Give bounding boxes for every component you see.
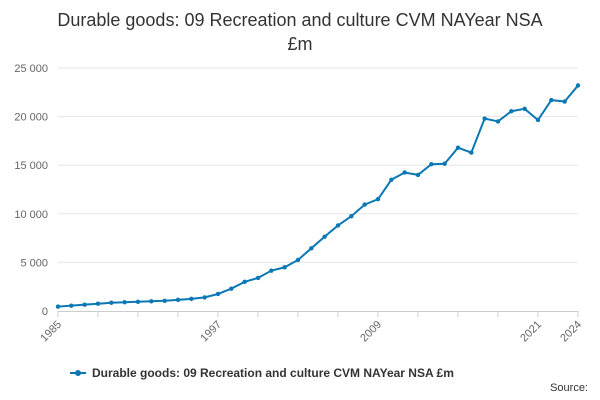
data-point[interactable]	[482, 116, 487, 121]
data-point[interactable]	[415, 172, 421, 178]
y-tick-label: 10 000	[14, 209, 48, 221]
data-point[interactable]	[455, 145, 461, 150]
x-tick-label: 1997	[198, 319, 224, 345]
chart-title-line-1: Durable goods: 09 Recreation and culture…	[57, 10, 543, 30]
source-label: Source:	[550, 382, 588, 394]
data-point[interactable]	[442, 161, 447, 166]
data-point[interactable]	[349, 214, 354, 219]
data-point[interactable]	[375, 197, 381, 202]
data-point[interactable]	[535, 117, 541, 123]
series-group	[55, 83, 581, 309]
y-tick-label: 25 000	[14, 63, 48, 75]
data-point[interactable]	[362, 202, 367, 207]
data-point[interactable]	[495, 119, 501, 124]
y-tick-label: 15 000	[14, 160, 48, 172]
data-point[interactable]	[429, 162, 434, 167]
data-point[interactable]	[322, 234, 327, 239]
data-point[interactable]	[69, 303, 74, 308]
data-point[interactable]	[575, 83, 581, 88]
y-axis-tick-labels: 0 5 000 10 000 15 000 20 000 25 000	[14, 63, 48, 318]
data-point[interactable]	[55, 304, 61, 309]
data-point[interactable]	[522, 106, 527, 112]
data-point[interactable]	[109, 300, 114, 305]
data-point[interactable]	[269, 268, 274, 273]
chart-title-line-2: £m	[287, 34, 313, 54]
data-point[interactable]	[202, 295, 207, 300]
gridlines	[58, 67, 578, 263]
x-tick-label: 2009	[358, 319, 384, 345]
data-point[interactable]	[149, 299, 154, 304]
data-point[interactable]	[389, 177, 394, 182]
series-line	[57, 84, 579, 308]
y-tick-label: 0	[42, 306, 48, 318]
data-point[interactable]	[402, 170, 407, 175]
data-point[interactable]	[549, 97, 554, 103]
x-axis-tick-labels: 1985 1997 2009 2021 2024	[38, 319, 584, 345]
data-point[interactable]	[295, 257, 301, 263]
data-point[interactable]	[309, 246, 314, 251]
y-tick-label: 5 000	[20, 257, 48, 269]
x-tick-label: 2021	[518, 319, 544, 345]
data-point[interactable]	[215, 291, 221, 297]
data-point[interactable]	[82, 302, 87, 307]
data-point[interactable]	[95, 301, 101, 306]
chart-title: Durable goods: 09 Recreation and culture…	[0, 8, 600, 56]
data-point[interactable]	[242, 279, 247, 285]
y-tick-label: 20 000	[14, 112, 48, 124]
data-point[interactable]	[135, 299, 141, 304]
data-point[interactable]	[175, 297, 181, 303]
x-tick-label: 2024	[558, 319, 584, 345]
data-point[interactable]	[122, 300, 127, 305]
data-point[interactable]	[255, 275, 261, 281]
data-point[interactable]	[335, 223, 341, 228]
x-tick-label: 1985	[38, 319, 64, 345]
data-point[interactable]	[229, 286, 234, 291]
data-point[interactable]	[162, 298, 167, 303]
legend-label: Durable goods: 09 Recreation and culture…	[92, 366, 454, 380]
data-point[interactable]	[509, 109, 514, 114]
data-point[interactable]	[189, 296, 194, 302]
legend-line-marker-icon	[70, 367, 86, 379]
data-point[interactable]	[469, 150, 474, 155]
axes	[57, 311, 579, 317]
legend[interactable]: Durable goods: 09 Recreation and culture…	[70, 366, 454, 380]
data-point[interactable]	[282, 265, 287, 270]
data-point[interactable]	[562, 99, 567, 104]
